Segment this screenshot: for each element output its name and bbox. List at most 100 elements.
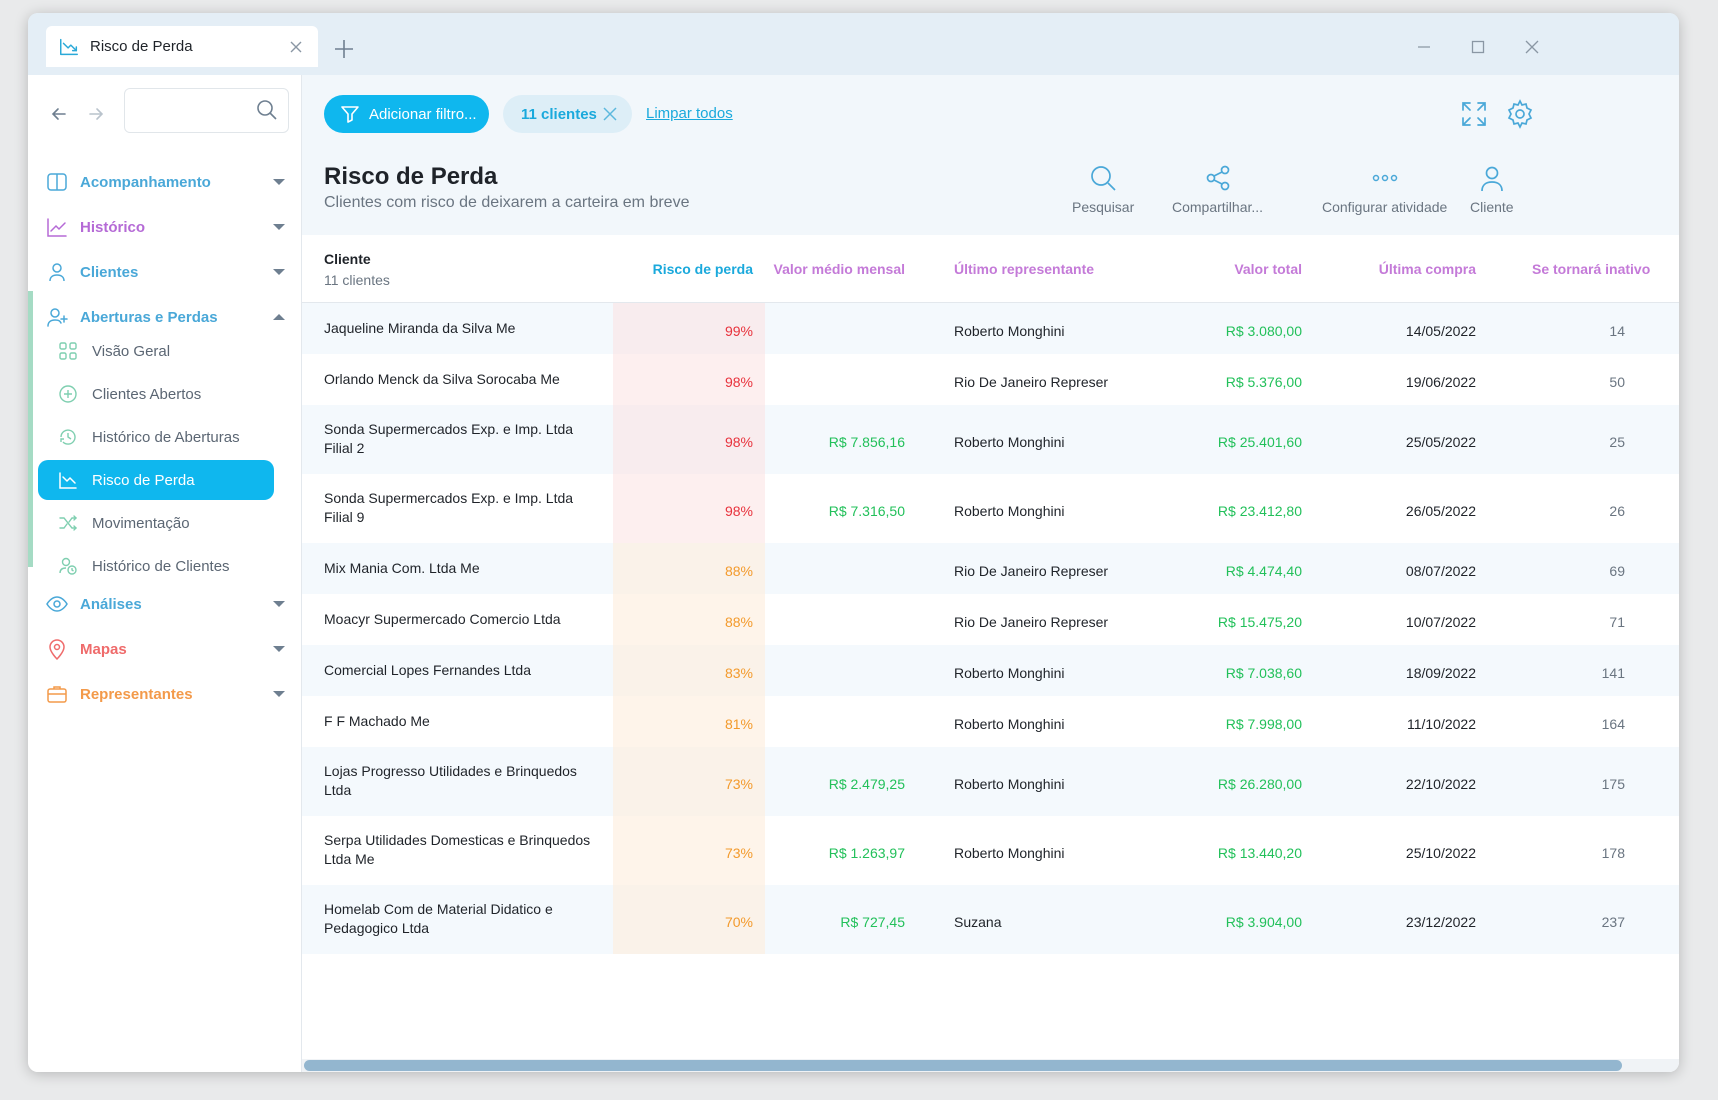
- shuffle-icon: [59, 515, 77, 531]
- sidebar-group-label: Clientes: [80, 263, 139, 281]
- plus-circle-icon: [59, 385, 77, 403]
- table-row[interactable]: Homelab Com de Material Didatico e Pedag…: [302, 885, 1679, 954]
- column-header-valor-total[interactable]: Valor total: [1234, 261, 1302, 277]
- column-header-cliente[interactable]: Cliente: [324, 251, 371, 267]
- monthly-average: R$ 1.263,97: [828, 845, 905, 861]
- close-window-icon[interactable]: [1518, 33, 1546, 61]
- map-pin-icon: [49, 639, 65, 660]
- sidebar: Acompanhamento Histórico Clientes Abertu…: [28, 75, 302, 1072]
- sidebar-item-visao-geral[interactable]: Visão Geral: [38, 331, 274, 371]
- column-header-ultima-compra[interactable]: Última compra: [1378, 261, 1476, 277]
- total-value: R$ 3.904,00: [1225, 914, 1302, 930]
- table-row[interactable]: Lojas Progresso Utilidades e Brinquedos …: [302, 747, 1679, 816]
- filter-icon: [341, 106, 359, 123]
- client-action-button[interactable]: Cliente: [1470, 163, 1514, 223]
- table-row[interactable]: Moacyr Supermercado Comercio Ltda: [302, 594, 1679, 645]
- sidebar-search-input[interactable]: [135, 97, 249, 125]
- last-purchase-date: 18/09/2022: [1405, 665, 1476, 681]
- representative: Roberto Monghini: [954, 776, 1065, 792]
- sidebar-group-clientes[interactable]: Clientes: [28, 249, 301, 295]
- column-header-ultimo-representante[interactable]: Último representante: [954, 261, 1095, 277]
- risk-value: 99%: [724, 323, 753, 339]
- book-icon: [47, 173, 67, 191]
- monthly-average: R$ 727,45: [840, 914, 905, 930]
- sidebar-item-label: Movimentação: [92, 514, 190, 532]
- table-row[interactable]: Jaqueline Miranda da Silva Me: [302, 303, 1679, 354]
- risk-value: 73%: [724, 776, 753, 792]
- tab-risco-de-perda[interactable]: Risco de Perda: [46, 26, 318, 67]
- last-purchase-date: 08/07/2022: [1405, 563, 1476, 579]
- sidebar-item-clientes-abertos[interactable]: Clientes Abertos: [38, 374, 274, 414]
- client-name: Comercial Lopes Fernandes Ltda: [324, 662, 532, 678]
- trending-down-icon: [60, 38, 78, 55]
- search-icon[interactable]: [256, 99, 278, 121]
- new-tab-plus-icon[interactable]: [330, 35, 358, 63]
- sidebar-item-label: Histórico de Aberturas: [92, 428, 240, 446]
- sidebar-group-mapas[interactable]: Mapas: [28, 626, 301, 672]
- clear-all-link[interactable]: Limpar todos: [646, 105, 733, 122]
- table-row[interactable]: Sonda Supermercados Exp. e Imp. Ltda Fil…: [302, 405, 1679, 474]
- column-header-risco[interactable]: Risco de perda: [652, 261, 753, 277]
- client-name: Moacyr Supermercado Comercio Ltda: [324, 611, 561, 627]
- gear-icon[interactable]: [1504, 98, 1536, 130]
- maximize-icon[interactable]: [1464, 33, 1492, 61]
- table-row[interactable]: Serpa Utilidades Domesticas e Brinquedos…: [302, 816, 1679, 885]
- risk-value: 88%: [724, 563, 753, 579]
- sidebar-item-label: Clientes Abertos: [92, 385, 202, 403]
- sidebar-group-acompanhamento[interactable]: Acompanhamento: [28, 159, 301, 205]
- forward-arrow-icon[interactable]: [83, 101, 109, 127]
- share-icon: [1206, 165, 1229, 191]
- minimize-icon[interactable]: [1410, 33, 1438, 61]
- action-label: Configurar atividade: [1322, 199, 1448, 215]
- filter-chip-clientes: 11 clientes: [503, 95, 632, 133]
- action-label: Pesquisar: [1072, 199, 1135, 215]
- tab-close-icon[interactable]: [284, 35, 308, 59]
- column-header-valor-medio[interactable]: Valor médio mensal: [773, 261, 906, 277]
- total-value: R$ 7.038,60: [1225, 665, 1302, 681]
- table-row[interactable]: Comercial Lopes Fernandes Ltda: [302, 645, 1679, 696]
- risk-value: 98%: [724, 374, 753, 390]
- configure-activity-button[interactable]: Configurar atividade: [1322, 163, 1447, 223]
- last-purchase-date: 26/05/2022: [1405, 503, 1476, 519]
- chevron-down-icon: [273, 224, 285, 230]
- total-value: R$ 26.280,00: [1217, 776, 1302, 792]
- horizontal-scrollbar[interactable]: [302, 1059, 1679, 1072]
- share-action-button[interactable]: Compartilhar...: [1172, 163, 1263, 223]
- sidebar-group-analises[interactable]: Análises: [28, 581, 301, 627]
- user-plus-icon: [47, 308, 68, 327]
- sidebar-group-aberturas-e-perdas[interactable]: Aberturas e Perdas: [28, 294, 301, 340]
- representative: Rio De Janeiro Represer: [954, 374, 1109, 390]
- grid-icon: [59, 342, 77, 360]
- sidebar-group-representantes[interactable]: Representantes: [28, 671, 301, 717]
- sidebar-item-historico-de-clientes[interactable]: Histórico de Clientes: [38, 546, 274, 586]
- back-arrow-icon[interactable]: [46, 101, 72, 127]
- user-icon: [1480, 166, 1503, 192]
- app-window: Risco de Perda: [28, 13, 1679, 1072]
- add-filter-button[interactable]: Adicionar filtro...: [324, 95, 489, 133]
- sidebar-item-movimentacao[interactable]: Movimentação: [38, 503, 274, 543]
- days-until-inactive: 178: [1601, 845, 1625, 861]
- days-until-inactive: 141: [1601, 665, 1625, 681]
- expand-icon[interactable]: [1458, 98, 1490, 130]
- representative: Roberto Monghini: [954, 845, 1065, 861]
- table-row[interactable]: Sonda Supermercados Exp. e Imp. Ltda Fil…: [302, 474, 1679, 543]
- sidebar-group-historico[interactable]: Histórico: [28, 204, 301, 250]
- search-action-button[interactable]: Pesquisar: [1072, 163, 1134, 223]
- total-value: R$ 13.440,20: [1217, 845, 1302, 861]
- days-until-inactive: 164: [1601, 716, 1625, 732]
- days-until-inactive: 237: [1601, 914, 1625, 930]
- sidebar-item-label: Visão Geral: [92, 342, 171, 360]
- sidebar-item-risco-de-perda[interactable]: Risco de Perda: [38, 460, 274, 500]
- remove-filter-close-icon[interactable]: [600, 104, 620, 124]
- scrollbar-thumb[interactable]: [304, 1060, 1622, 1071]
- table-row[interactable]: Mix Mania Com. Ltda Me: [302, 543, 1679, 594]
- column-header-inativo[interactable]: Se tornará inativo: [1532, 261, 1651, 277]
- representative: Roberto Monghini: [954, 503, 1065, 519]
- add-filter-label: Adicionar filtro...: [369, 105, 477, 123]
- table-row[interactable]: F F Machado Me: [302, 696, 1679, 747]
- sidebar-item-historico-de-aberturas[interactable]: Histórico de Aberturas: [38, 417, 274, 457]
- client-name: Serpa Utilidades Domesticas e Brinquedos…: [324, 832, 591, 867]
- representative: Suzana: [954, 914, 1002, 930]
- table-row[interactable]: Orlando Menck da Silva Sorocaba Me: [302, 354, 1679, 405]
- action-label: Cliente: [1470, 199, 1514, 215]
